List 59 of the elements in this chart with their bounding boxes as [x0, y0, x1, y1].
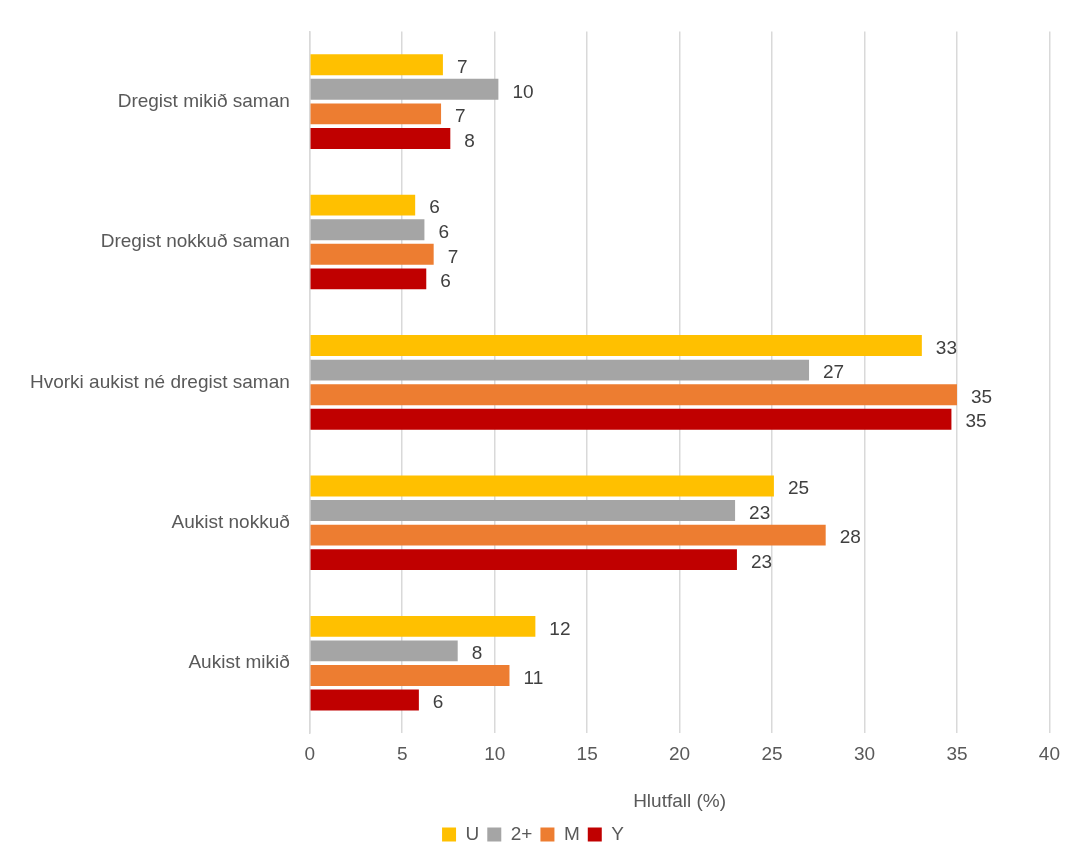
bar — [310, 689, 419, 711]
bar — [310, 78, 499, 100]
data-label: 12 — [549, 617, 571, 639]
bar — [310, 500, 736, 521]
x-tick-label: 10 — [484, 743, 506, 765]
data-label: 7 — [447, 245, 459, 267]
bar — [310, 194, 416, 216]
x-tick-label: 30 — [853, 743, 876, 765]
data-label: 27 — [823, 361, 845, 383]
x-tick-label: 15 — [576, 743, 598, 765]
data-label: 25 — [787, 477, 810, 499]
bar — [310, 219, 425, 241]
bar — [310, 103, 442, 125]
data-label: 28 — [839, 526, 861, 548]
x-tick-label: 25 — [761, 743, 783, 765]
bar — [310, 268, 427, 290]
bar — [310, 128, 451, 149]
data-label: 8 — [464, 129, 475, 151]
bar — [310, 384, 957, 406]
bar — [310, 524, 826, 546]
data-label: 8 — [471, 642, 483, 664]
legend-label: Y — [611, 822, 625, 844]
legend-label: 2+ — [510, 822, 533, 844]
y-tick-label: Aukist nokkuð — [171, 511, 290, 533]
data-label: 6 — [438, 220, 449, 242]
data-label: 11 — [523, 666, 544, 688]
legend-label: U — [465, 822, 480, 844]
data-label: 23 — [750, 550, 773, 572]
legend-label: M — [563, 822, 580, 844]
x-tick-label: 40 — [1038, 743, 1060, 765]
bar — [310, 54, 443, 76]
x-axis-title: Hlutfall (%) — [633, 789, 727, 811]
data-label: 35 — [970, 385, 993, 407]
bar — [310, 549, 737, 571]
y-tick-label: Aukist mikið — [188, 651, 290, 673]
x-tick-label: 35 — [946, 743, 968, 765]
data-label: 7 — [455, 105, 466, 127]
x-tick-label: 20 — [669, 743, 691, 765]
y-tick-label: Dregist nokkuð saman — [100, 230, 290, 252]
data-label: 33 — [935, 336, 957, 358]
data-label: 6 — [429, 196, 440, 218]
data-label: 35 — [965, 410, 987, 432]
y-tick-label: Dregist mikið saman — [117, 89, 290, 111]
data-label: 6 — [440, 270, 451, 292]
data-label: 7 — [456, 55, 468, 77]
bar — [310, 243, 434, 265]
bar — [310, 359, 810, 381]
x-tick-label: 0 — [304, 743, 316, 765]
bar — [310, 665, 510, 686]
bar — [310, 335, 922, 356]
data-label: 6 — [432, 691, 444, 713]
bar — [310, 615, 536, 637]
x-tick-label: 5 — [396, 743, 408, 765]
bar — [310, 408, 952, 430]
data-label: 10 — [512, 80, 534, 102]
bar — [310, 640, 458, 662]
y-tick-label: Hvorki aukist né dregist saman — [29, 370, 290, 392]
bar — [310, 475, 774, 497]
data-label: 23 — [749, 501, 771, 523]
